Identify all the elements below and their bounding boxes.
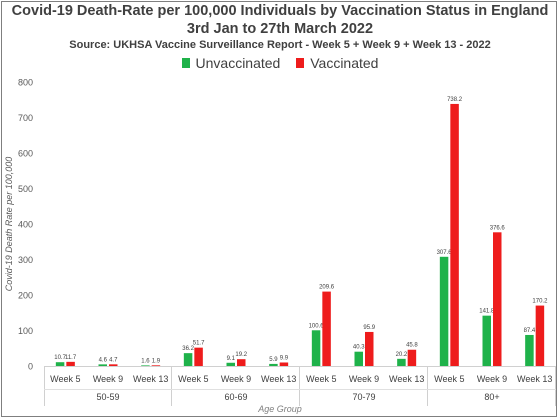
chart-title: Covid-19 Death-Rate per 100,000 Individu…: [11, 3, 549, 19]
data-label: 9.1: [227, 356, 236, 362]
data-label: 209.6: [319, 285, 335, 291]
bar-vaccinated-6: [322, 291, 331, 366]
bar-vaccinated-0: [66, 361, 75, 366]
x-tick-label: Week 5: [178, 374, 208, 384]
bar-unvaccinated-7: [354, 351, 363, 366]
bar-vaccinated-7: [365, 331, 374, 366]
y-tick-label: 600: [18, 149, 33, 159]
group-label-0: 50-59: [96, 392, 119, 402]
y-tick-label: 500: [18, 184, 33, 194]
data-label: 307.6: [437, 250, 453, 256]
bar-vaccinated-2: [151, 365, 161, 366]
bar-unvaccinated-8: [397, 358, 406, 366]
data-label: 51.7: [193, 341, 205, 347]
data-label: 376.6: [490, 225, 506, 231]
data-label: 36.2: [182, 346, 194, 352]
bar-vaccinated-10: [493, 232, 502, 366]
data-label: 141.8: [479, 309, 495, 315]
legend-label-unvaccinated: Unvaccinated: [195, 55, 281, 71]
chart-subtitle: 3rd Jan to 27th March 2022: [186, 21, 374, 37]
data-label: 170.2: [532, 299, 548, 305]
bar-unvaccinated-1: [98, 364, 107, 366]
x-axis-title: Age Group: [257, 404, 302, 414]
data-label: 10.7: [54, 355, 66, 361]
data-label: 19.2: [235, 352, 247, 358]
x-tick-label: Week 9: [477, 374, 507, 384]
data-label: 4.6: [99, 357, 108, 363]
x-tick-label: Week 9: [93, 374, 123, 384]
data-label: 1.6: [141, 358, 150, 364]
bar-unvaccinated-2: [141, 365, 150, 366]
x-tick-label: Week 9: [221, 374, 251, 384]
data-label: 20.2: [396, 352, 408, 358]
bar-unvaccinated-3: [183, 353, 193, 366]
data-label: 4.7: [109, 357, 118, 363]
y-tick-label: 700: [18, 113, 33, 123]
group-label-2: 70-79: [352, 392, 375, 402]
chart-source: Source: UKHSA Vaccine Surveillance Repor…: [69, 39, 491, 51]
bar-unvaccinated-0: [55, 362, 65, 366]
x-tick-label: Week 5: [306, 374, 336, 384]
x-tick-label: Week 13: [389, 374, 424, 384]
y-tick-label: 400: [18, 220, 33, 230]
data-label: 100.6: [309, 323, 325, 329]
y-axis-title: Covid-19 Death Rate per 100,000: [4, 157, 14, 292]
y-tick-label: 0: [28, 362, 33, 372]
x-tick-label: Week 5: [434, 374, 464, 384]
x-tick-label: Week 13: [517, 374, 552, 384]
bar-unvaccinated-9: [439, 256, 449, 366]
bar-unvaccinated-6: [311, 330, 321, 366]
bar-unvaccinated-11: [525, 334, 534, 366]
data-label: 11.7: [65, 355, 77, 361]
bar-vaccinated-8: [407, 349, 417, 366]
x-tick-label: Week 13: [133, 374, 168, 384]
bar-vaccinated-3: [194, 347, 203, 366]
bar-unvaccinated-5: [269, 363, 278, 366]
x-tick-label: Week 13: [261, 374, 296, 384]
y-tick-label: 300: [18, 255, 33, 265]
legend-label-vaccinated: Vaccinated: [310, 55, 379, 71]
bar-unvaccinated-10: [482, 315, 491, 366]
x-tick-label: Week 9: [349, 374, 379, 384]
legend-item-vaccinated: Vaccinated: [296, 55, 378, 71]
x-tick-label: Week 5: [50, 374, 80, 384]
bar-vaccinated-5: [279, 362, 289, 366]
data-label: 40.3: [353, 345, 365, 351]
y-tick-label: 800: [18, 78, 33, 88]
data-label: 45.8: [406, 343, 418, 349]
legend-swatch-unvaccinated: [181, 58, 190, 68]
data-label: 87.4: [524, 328, 536, 334]
bar-vaccinated-1: [109, 364, 118, 366]
y-tick-label: 200: [18, 291, 33, 301]
y-tick-label: 100: [18, 326, 33, 336]
bar-unvaccinated-4: [226, 362, 235, 366]
bar-vaccinated-9: [450, 103, 459, 367]
bar-vaccinated-11: [535, 305, 545, 366]
data-label: 1.9: [152, 358, 161, 364]
data-label: 9.9: [280, 355, 289, 361]
legend-swatch-vaccinated: [296, 58, 305, 68]
data-label: 738.2: [447, 97, 463, 103]
group-label-1: 60-69: [224, 392, 247, 402]
bar-vaccinated-4: [237, 359, 246, 366]
legend-item-unvaccinated: Unvaccinated: [181, 55, 281, 71]
data-label: 95.9: [363, 325, 375, 331]
chart-legend: Unvaccinated Vaccinated: [0, 55, 560, 71]
group-label-3: 80+: [484, 392, 499, 402]
data-label: 5.9: [269, 357, 278, 363]
